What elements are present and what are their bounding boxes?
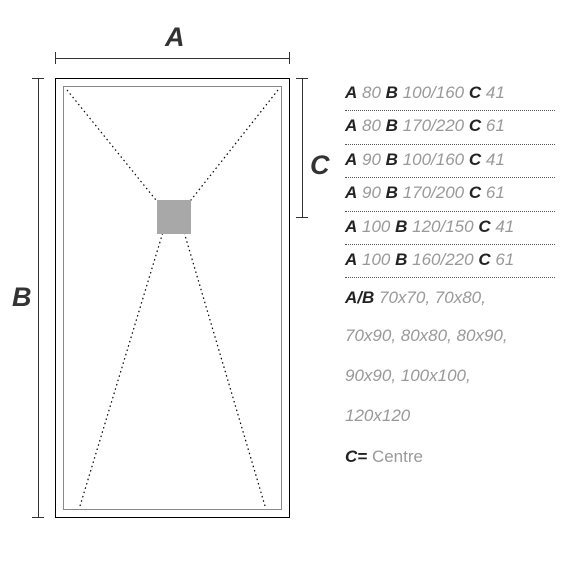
dim-tick-a-right xyxy=(289,52,290,64)
dimension-rows: A 80 B 100/160 C 41A 80 B 170/220 C 61A … xyxy=(345,78,555,278)
dim-line-b xyxy=(38,78,39,518)
spec-table: A 80 B 100/160 C 41A 80 B 170/220 C 61A … xyxy=(345,78,555,467)
tray-inner-outline xyxy=(63,86,282,510)
dim-tick-c-bottom xyxy=(296,217,308,218)
squares-line2: 70x90, 80x80, 80x90, xyxy=(345,316,555,356)
label-c-eq: C= xyxy=(345,447,367,466)
dim-tick-a-left xyxy=(55,52,56,64)
label-a: A xyxy=(165,22,185,53)
dimension-row: A 100 B 160/220 C 61 xyxy=(345,245,555,278)
label-b: B xyxy=(12,282,32,313)
dimension-row: A 80 B 170/220 C 61 xyxy=(345,111,555,144)
dimension-row: A 90 B 100/160 C 41 xyxy=(345,145,555,178)
dim-tick-b-top xyxy=(32,78,44,79)
square-sizes-row: A/B 70x70, 70x80, xyxy=(345,278,555,315)
diagram-area: A B C xyxy=(0,0,340,565)
dim-tick-c-top xyxy=(296,78,308,79)
label-ab: A/B xyxy=(345,288,374,307)
dimension-row: A 90 B 170/200 C 61 xyxy=(345,178,555,211)
dim-line-a xyxy=(55,58,290,59)
drain-square xyxy=(157,200,191,234)
dim-tick-b-bottom xyxy=(32,517,44,518)
centre-row: C= Centre xyxy=(345,437,555,467)
squares-line4: 120x120 xyxy=(345,396,555,436)
dim-line-c xyxy=(302,78,303,218)
squares-line3: 90x90, 100x100, xyxy=(345,356,555,396)
diagram-container: A B C A 80 B 100/160 C 41A 80 B 17 xyxy=(0,0,565,565)
dimension-row: A 80 B 100/160 C 41 xyxy=(345,78,555,111)
label-c: C xyxy=(310,150,330,181)
dimension-row: A 100 B 120/150 C 41 xyxy=(345,212,555,245)
